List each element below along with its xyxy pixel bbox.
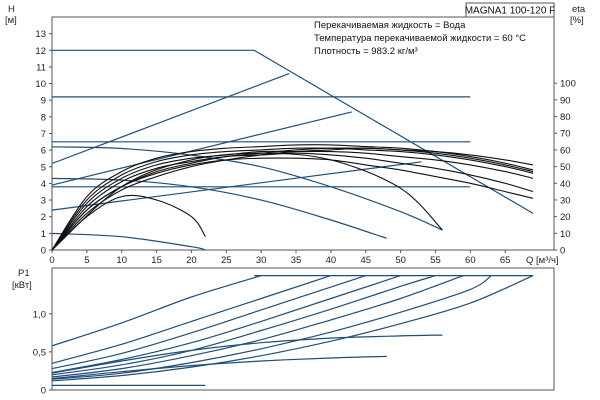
head-axis-ticks: 0 5 10 15 20 25 30 35 40 45 50 55 60 6501234567891011… [35, 29, 575, 266]
y-tick-label: 9 [41, 96, 46, 107]
y-tick-label: 10 [35, 79, 46, 90]
y-tick-label: 12 [35, 46, 46, 57]
title-box [465, 2, 555, 18]
x-tick-label: 65 [500, 255, 511, 266]
head-curve-7 [51, 146, 443, 231]
x-tick-label: 5 [84, 255, 89, 266]
y-tick-label: 6 [41, 146, 46, 157]
efficiency-curve-16 [51, 147, 534, 251]
head-curve-4 [51, 73, 290, 165]
power-curve-7 [51, 275, 534, 382]
x-tick-label: 45 [360, 255, 371, 266]
power-curve-8 [51, 334, 443, 374]
x-tick-label: 55 [430, 255, 441, 266]
y-tick-label: 1 [41, 229, 46, 240]
y2-tick-label: 10 [560, 229, 571, 240]
head-curve-6 [51, 161, 422, 211]
x-tick-label: 35 [291, 255, 302, 266]
power-curve-0 [51, 275, 262, 347]
efficiency-curve-18 [51, 152, 443, 251]
y-axis-unit-power: [кВт] [12, 280, 32, 291]
y-tick-label: 8 [41, 112, 46, 123]
x-tick-label: 50 [395, 255, 406, 266]
power-curve-6 [51, 275, 492, 380]
chart-title: MAGNA1 100-120 F [465, 6, 556, 17]
power-curve-5 [51, 275, 464, 378]
y-tick-label: 13 [35, 29, 46, 40]
power-tick-label: 0 [41, 386, 46, 397]
efficiency-curve-15 [51, 147, 534, 251]
power-plot-frame [51, 267, 555, 391]
info-line-fluid: Перекачиваемая жидкость = Вода [314, 20, 466, 31]
y-tick-label: 0 [41, 246, 46, 257]
y2-tick-label: 30 [560, 195, 571, 206]
info-line-density: Плотность = 983.2 кг/м³ [314, 46, 418, 57]
efficiency-curve-11 [51, 152, 534, 251]
y2-tick-label: 0 [560, 246, 565, 257]
x-tick-label: 20 [186, 255, 197, 266]
head-curve-0 [52, 49, 534, 214]
power-curve-1 [51, 275, 332, 364]
y-tick-label: 4 [41, 179, 46, 190]
y-axis-label-power: P1 [18, 268, 30, 279]
y2-tick-label: 60 [560, 145, 571, 156]
y-axis-unit-head: [м] [5, 15, 17, 26]
head-curve-9 [51, 232, 206, 251]
power-curve-9 [51, 355, 387, 380]
power-axis-ticks: 0 0,5 1,0 [33, 309, 52, 397]
y2-tick-label: 50 [560, 162, 571, 173]
info-line-temperature: Температура перекачиваемой жидкости = 60… [314, 33, 526, 44]
x-tick-label: 0 [49, 255, 54, 266]
y2-tick-label: 40 [560, 179, 571, 190]
y2-tick-label: 20 [560, 212, 571, 223]
x-tick-label: 30 [256, 255, 267, 266]
efficiency-curve-13 [51, 147, 534, 251]
power-curve-2 [51, 275, 366, 370]
y-tick-label: 7 [41, 129, 46, 140]
y-tick-label: 5 [41, 162, 46, 173]
x-tick-label: 40 [326, 255, 337, 266]
y-tick-label: 2 [41, 212, 46, 223]
efficiency-curve-14 [51, 144, 534, 251]
power-tick-label: 1,0 [33, 309, 46, 320]
power-curve-3 [51, 275, 401, 374]
y2-tick-label: 100 [560, 79, 576, 90]
x-tick-label: 15 [151, 255, 162, 266]
power-tick-label: 0,5 [33, 347, 46, 358]
y2-tick-label: 90 [560, 95, 571, 106]
power-curve-4 [51, 275, 436, 376]
y-tick-label: 3 [41, 196, 46, 207]
y2-tick-label: 70 [560, 129, 571, 140]
x-tick-label: 25 [221, 255, 232, 266]
y-axis-label-head: H [8, 4, 15, 15]
y2-axis-unit-eta: [%] [570, 15, 584, 26]
y2-axis-label-eta: eta [572, 4, 586, 15]
x-axis-label-flow: Q [м³/ч] [526, 255, 559, 266]
y-tick-label: 11 [36, 62, 46, 73]
x-tick-label: 60 [465, 255, 476, 266]
x-tick-label: 10 [116, 255, 127, 266]
power-curves [51, 275, 534, 387]
head-curve-5 [51, 111, 352, 186]
head-eta-curves [51, 49, 534, 251]
y2-tick-label: 80 [560, 112, 571, 123]
head-plot-frame [51, 16, 555, 251]
